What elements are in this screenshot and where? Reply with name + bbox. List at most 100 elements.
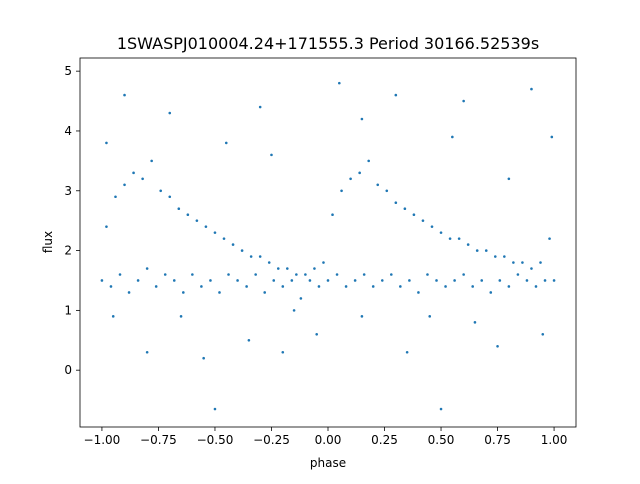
data-point [177,207,181,211]
data-point [222,237,226,240]
data-point [530,87,533,91]
x-tick-label: 0.75 [484,433,511,447]
data-point [315,333,318,336]
data-point [200,285,203,288]
data-point [408,279,411,282]
data-point [451,135,454,139]
data-point [317,285,321,288]
data-point [457,237,461,240]
data-point [186,213,190,216]
data-point [163,273,167,276]
data-point [340,189,343,193]
y-tick-label: 5 [64,64,72,78]
data-point [338,81,341,85]
data-point [498,279,502,282]
data-point [172,279,176,282]
data-point [123,93,126,97]
data-point [141,177,144,181]
data-point [543,279,547,282]
data-point [258,255,262,258]
x-tick-label: −0.25 [253,433,290,447]
data-point [236,279,239,282]
data-point [322,261,325,264]
data-point [168,111,172,115]
y-axis: 0 1 2 3 4 5 [64,64,80,377]
points-layer [100,81,556,411]
data-point [493,255,497,258]
x-tick-label: 0.00 [315,433,342,447]
data-point [111,315,115,318]
data-point [247,338,251,342]
data-point [462,99,465,103]
data-point [290,279,294,282]
y-tick-label: 0 [64,363,72,377]
data-point [109,285,113,288]
x-tick-label: −0.50 [197,433,234,447]
data-point [276,267,280,270]
data-point [516,273,520,276]
data-point [195,219,199,222]
data-point [371,285,375,288]
data-point [224,141,228,145]
data-point [394,201,398,205]
data-point [127,291,131,294]
data-point [281,285,285,288]
data-point [263,291,267,294]
data-point [360,117,364,121]
x-tick-label: 1.00 [541,433,568,447]
data-point [286,267,289,270]
data-point [344,285,348,288]
data-point [299,297,303,300]
data-point [507,177,511,181]
x-tick-label: −0.75 [140,433,177,447]
data-point [249,255,253,258]
data-point [202,356,205,360]
data-point [213,407,217,411]
data-point [430,225,434,228]
x-tick-label: 0.25 [371,433,398,447]
data-point [145,267,149,270]
data-point [426,273,429,276]
data-point [105,141,108,145]
data-point [227,273,230,276]
data-point [512,261,515,264]
x-axis-label: phase [310,456,346,470]
data-point [550,135,554,139]
data-point [136,279,140,282]
data-point [507,285,511,288]
data-point [548,237,551,240]
data-point [349,177,352,181]
data-point [245,285,248,288]
data-point [204,225,208,228]
data-point [473,321,477,324]
data-point [503,255,506,258]
data-point [444,285,447,288]
data-point [534,285,538,288]
data-point [191,273,194,276]
data-point [209,279,212,282]
data-point [428,315,432,318]
data-point [367,159,370,163]
data-point [331,213,334,216]
y-axis-label: flux [41,231,55,253]
data-point [530,267,533,270]
data-point [213,231,217,234]
data-point [380,279,384,282]
data-point [218,291,221,294]
data-point [295,273,298,276]
data-point [281,350,285,354]
y-tick-label: 4 [64,124,72,138]
data-point [417,291,420,294]
data-point [258,105,262,109]
data-point [292,309,296,312]
data-point [435,279,438,282]
data-point [100,279,104,282]
data-point [541,333,545,336]
data-point [123,183,126,187]
data-point [308,279,312,282]
data-point [353,279,357,282]
data-point [480,279,484,282]
data-point [475,249,479,252]
data-point [358,171,361,175]
